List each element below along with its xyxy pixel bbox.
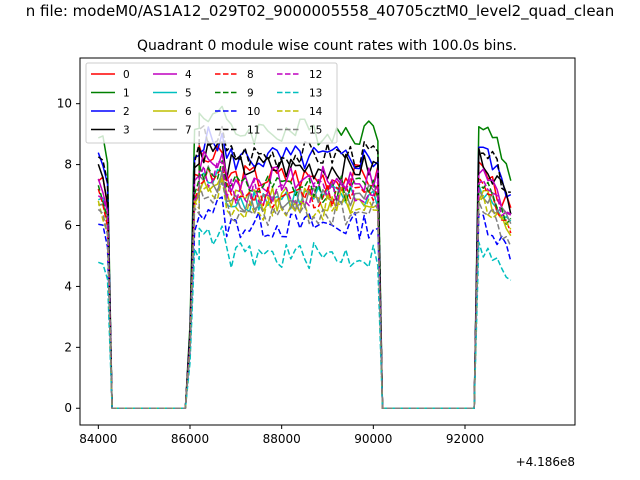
legend-label-15: 15 [309,125,322,137]
legend-label-10: 10 [247,106,260,118]
legend-label-8: 8 [247,69,254,81]
y-tick-label: 10 [57,97,72,111]
legend-label-9: 9 [247,88,254,100]
x-tick-label: 90000 [354,432,392,446]
figure-suptitle: n file: modeM0/AS1A12_029T02_9000005558_… [26,2,615,21]
y-tick-label: 2 [64,340,72,354]
legend-label-0: 0 [123,69,130,81]
legend-box [85,62,338,144]
series-layer [97,105,512,409]
legend-label-14: 14 [309,106,323,118]
legend-label-1: 1 [123,88,130,100]
legend-label-12: 12 [309,69,322,81]
axes-frame [79,57,576,426]
legend-label-13: 13 [309,88,322,100]
y-tick-label: 8 [64,158,72,172]
x-tick-label: 88000 [263,432,301,446]
ticks-layer: 84000 86000 88000 90000 92000 0 2 4 6 8 10 [57,97,484,446]
legend-label-5: 5 [185,88,192,100]
x-tick-label: 92000 [446,432,484,446]
x-tick-label: 84000 [79,432,117,446]
x-offset-label: +4.186e8 [516,455,575,469]
legend-label-3: 3 [123,125,130,137]
y-tick-label: 0 [64,401,72,415]
series-line-13 [98,225,512,409]
legend-label-4: 4 [185,69,192,81]
legend-label-11: 11 [247,125,260,137]
series-line-15 [97,181,512,409]
x-tick-label: 86000 [171,432,209,446]
legend-label-6: 6 [185,106,192,118]
y-tick-label: 6 [64,219,72,233]
y-tick-label: 4 [64,279,72,293]
legend-label-2: 2 [123,106,130,118]
legend-label-7: 7 [185,125,192,137]
chart-title: Quadrant 0 module wise count rates with … [137,38,517,54]
